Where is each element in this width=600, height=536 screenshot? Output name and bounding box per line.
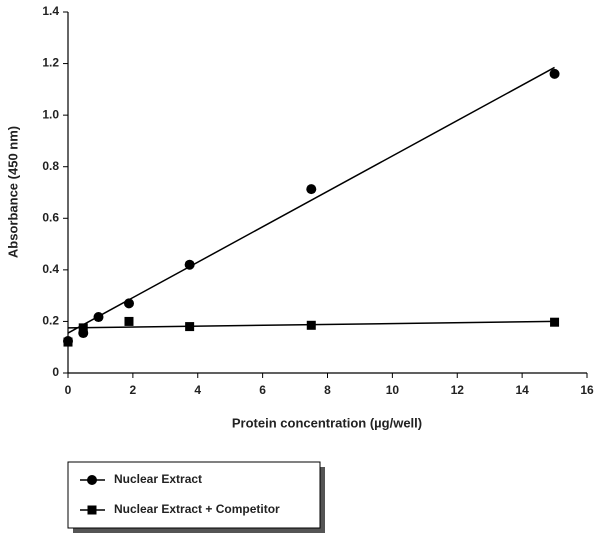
point [184, 259, 195, 270]
legend-marker [87, 475, 97, 485]
point [93, 312, 104, 323]
y-tick-label: 1.4 [42, 4, 59, 18]
y-tick-label: 1.0 [42, 107, 59, 121]
legend-label: Nuclear Extract [114, 472, 202, 486]
y-tick-label: 0 [52, 365, 59, 379]
x-tick-label: 16 [580, 383, 594, 397]
point [550, 317, 560, 327]
x-tick-label: 10 [386, 383, 400, 397]
legend-label: Nuclear Extract + Competitor [114, 502, 280, 516]
y-tick-label: 0.2 [42, 314, 59, 328]
x-tick-label: 6 [259, 383, 266, 397]
x-tick-label: 12 [451, 383, 465, 397]
y-tick-label: 0.8 [42, 159, 59, 173]
point [306, 184, 317, 195]
legend [67, 461, 321, 529]
x-tick-label: 14 [515, 383, 529, 397]
legend-marker [87, 505, 97, 515]
point [549, 68, 560, 79]
point [124, 316, 134, 326]
point [78, 323, 88, 333]
y-tick-label: 0.6 [42, 210, 59, 224]
x-tick-label: 0 [65, 383, 72, 397]
x-tick-label: 4 [194, 383, 201, 397]
point [123, 298, 134, 309]
y-axis-label: Absorbance (450 nm) [5, 126, 20, 258]
fit-line [67, 66, 555, 334]
x-tick-label: 2 [130, 383, 137, 397]
point [306, 320, 316, 330]
y-tick-label: 0.4 [42, 262, 59, 276]
point [185, 322, 195, 332]
y-tick-label: 1.2 [42, 56, 59, 70]
x-axis-label: Protein concentration (µg/well) [232, 415, 422, 430]
x-tick-label: 8 [324, 383, 331, 397]
point [63, 337, 73, 347]
